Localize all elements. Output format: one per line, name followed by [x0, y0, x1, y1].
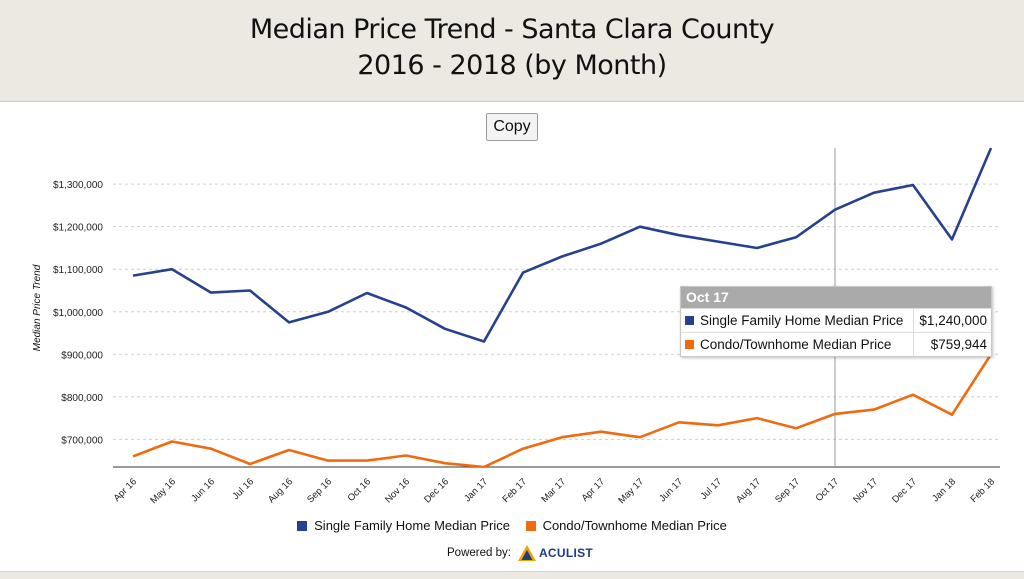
- x-tick-label: Aug 16: [266, 476, 295, 505]
- tooltip-label-cell: Single Family Home Median Price: [681, 308, 914, 333]
- x-tick-label: Dec 17: [890, 476, 919, 505]
- x-tick-label: Jul 17: [698, 476, 724, 502]
- legend-item-single-family[interactable]: Single Family Home Median Price: [297, 518, 510, 533]
- aculist-logo-icon: [517, 545, 536, 561]
- x-tick-label: Nov 16: [383, 476, 412, 505]
- x-tick-label: Nov 17: [851, 476, 880, 505]
- legend-item-condo[interactable]: Condo/Townhome Median Price: [525, 518, 727, 533]
- y-tick-label: $1,100,000: [53, 265, 103, 276]
- y-axis-title: Median Price Trend: [32, 264, 43, 351]
- chart-title: Median Price Trend - Santa Clara County: [249, 14, 775, 45]
- x-tick-label: Jan 17: [462, 476, 490, 504]
- y-tick-label: $700,000: [61, 435, 103, 446]
- y-tick-label: $1,000,000: [53, 308, 103, 319]
- x-tick-label: Jan 18: [930, 476, 958, 504]
- y-tick-label: $900,000: [61, 350, 103, 361]
- footer-strip: [0, 571, 1024, 579]
- x-tick-label: Apr 17: [580, 476, 608, 504]
- y-tick-label: $1,300,000: [53, 180, 103, 191]
- tooltip-value: $759,944: [912, 332, 991, 356]
- tooltip-title: Oct 17: [681, 287, 991, 308]
- powered-by: Powered by: ACULIST: [447, 543, 593, 563]
- tooltip-series-label: Single Family Home Median Price: [700, 313, 904, 328]
- y-tick-label: $1,200,000: [53, 223, 103, 234]
- x-tick-label: Mar 17: [539, 476, 568, 505]
- aculist-brand: ACULIST: [538, 546, 594, 560]
- x-tick-label: Oct 17: [814, 476, 842, 504]
- powered-by-label: Powered by:: [447, 547, 511, 559]
- series-color-swatch: [685, 340, 694, 349]
- series-color-swatch: [685, 316, 694, 325]
- legend-label: Single Family Home Median Price: [314, 518, 510, 533]
- tooltip-row: Single Family Home Median Price $1,240,0…: [681, 308, 991, 333]
- x-tick-label: Jun 16: [189, 476, 217, 504]
- legend-swatch: [525, 521, 536, 531]
- series-line-condo: [132, 353, 993, 467]
- hover-tooltip: Oct 17 Single Family Home Median Price $…: [680, 286, 992, 357]
- tooltip-row: Condo/Townhome Median Price $759,944: [681, 332, 991, 356]
- legend-label: Condo/Townhome Median Price: [542, 518, 727, 533]
- x-tick-label: Jul 16: [230, 476, 256, 502]
- tooltip-series-label: Condo/Townhome Median Price: [700, 337, 892, 352]
- x-tick-label: Jun 17: [657, 476, 685, 504]
- x-tick-label: Dec 16: [422, 476, 451, 505]
- x-tick-label: Sep 17: [773, 476, 802, 505]
- x-tick-label: Feb 18: [968, 476, 997, 505]
- x-tick-label: Feb 17: [500, 476, 529, 505]
- x-tick-label: Apr 16: [112, 476, 140, 504]
- x-tick-label: May 16: [148, 476, 178, 506]
- tooltip-label-cell: Condo/Townhome Median Price: [681, 332, 914, 356]
- tooltip-value: $1,240,000: [912, 308, 991, 333]
- x-tick-label: Sep 16: [305, 476, 334, 505]
- tooltip-table: Single Family Home Median Price $1,240,0…: [681, 308, 991, 356]
- x-tick-label: Aug 17: [734, 476, 763, 505]
- chart-legend: Single Family Home Median Price Condo/To…: [0, 518, 1024, 533]
- chart-subtitle: 2016 - 2018 (by Month): [357, 50, 667, 81]
- legend-swatch: [297, 521, 308, 531]
- chart-header: Median Price Trend - Santa Clara County …: [0, 0, 1024, 102]
- x-tick-label: May 17: [616, 476, 646, 506]
- copy-button[interactable]: Copy: [486, 113, 538, 141]
- aculist-logo: ACULIST: [517, 544, 593, 562]
- y-tick-label: $800,000: [61, 393, 103, 404]
- series-line-single-family: [132, 147, 993, 343]
- x-tick-label: Oct 16: [346, 476, 374, 504]
